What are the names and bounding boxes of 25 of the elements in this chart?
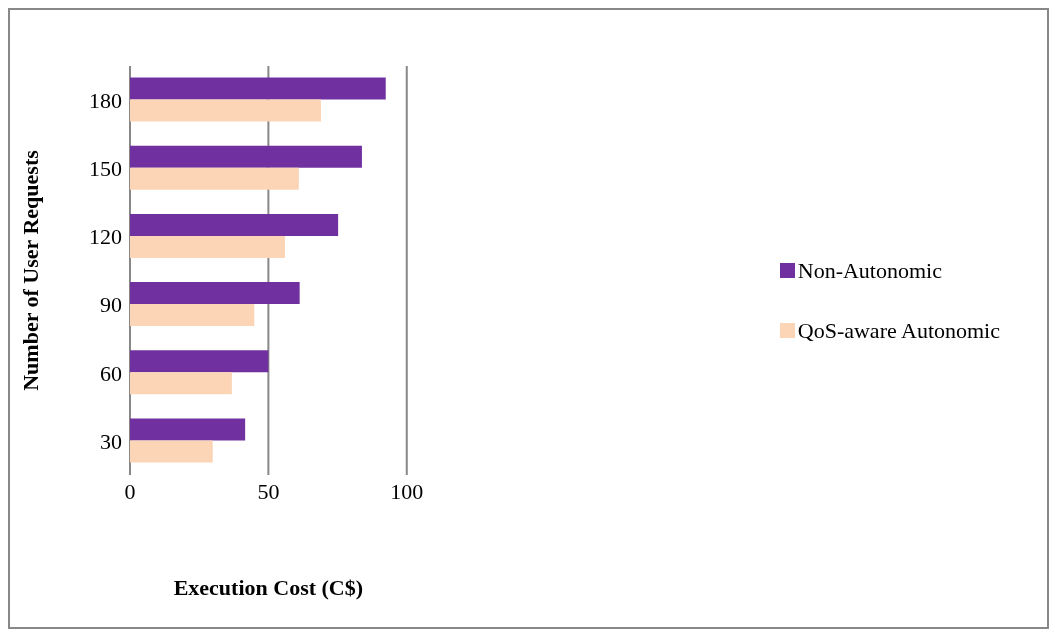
bar bbox=[130, 99, 321, 122]
y-axis-title: Number of User Requests bbox=[17, 149, 43, 391]
y-tick-label: 150 bbox=[89, 156, 122, 182]
bar bbox=[130, 235, 285, 258]
y-tick-label: 180 bbox=[89, 87, 122, 113]
bar bbox=[130, 77, 386, 100]
x-tick-label: 0 bbox=[124, 478, 136, 504]
bar bbox=[130, 213, 339, 236]
bar bbox=[130, 440, 213, 463]
bar bbox=[130, 282, 300, 305]
y-tick-label: 60 bbox=[100, 360, 122, 386]
bar bbox=[130, 372, 232, 395]
bar bbox=[130, 418, 246, 441]
x-tick-label: 50 bbox=[257, 478, 280, 504]
y-tick-label: 30 bbox=[100, 428, 122, 454]
y-tick-label: 90 bbox=[100, 292, 122, 318]
y-tick-label: 120 bbox=[89, 224, 122, 250]
bar bbox=[130, 304, 255, 327]
x-axis-title: Execution Cost (C$) bbox=[173, 575, 364, 600]
legend-label: Non-Autonomic bbox=[797, 257, 942, 284]
bar bbox=[130, 145, 362, 168]
bar bbox=[130, 350, 269, 373]
x-tick-label: 100 bbox=[390, 478, 424, 504]
bar bbox=[130, 167, 299, 190]
legend-label: QoS-aware Autonomic bbox=[797, 317, 1000, 344]
